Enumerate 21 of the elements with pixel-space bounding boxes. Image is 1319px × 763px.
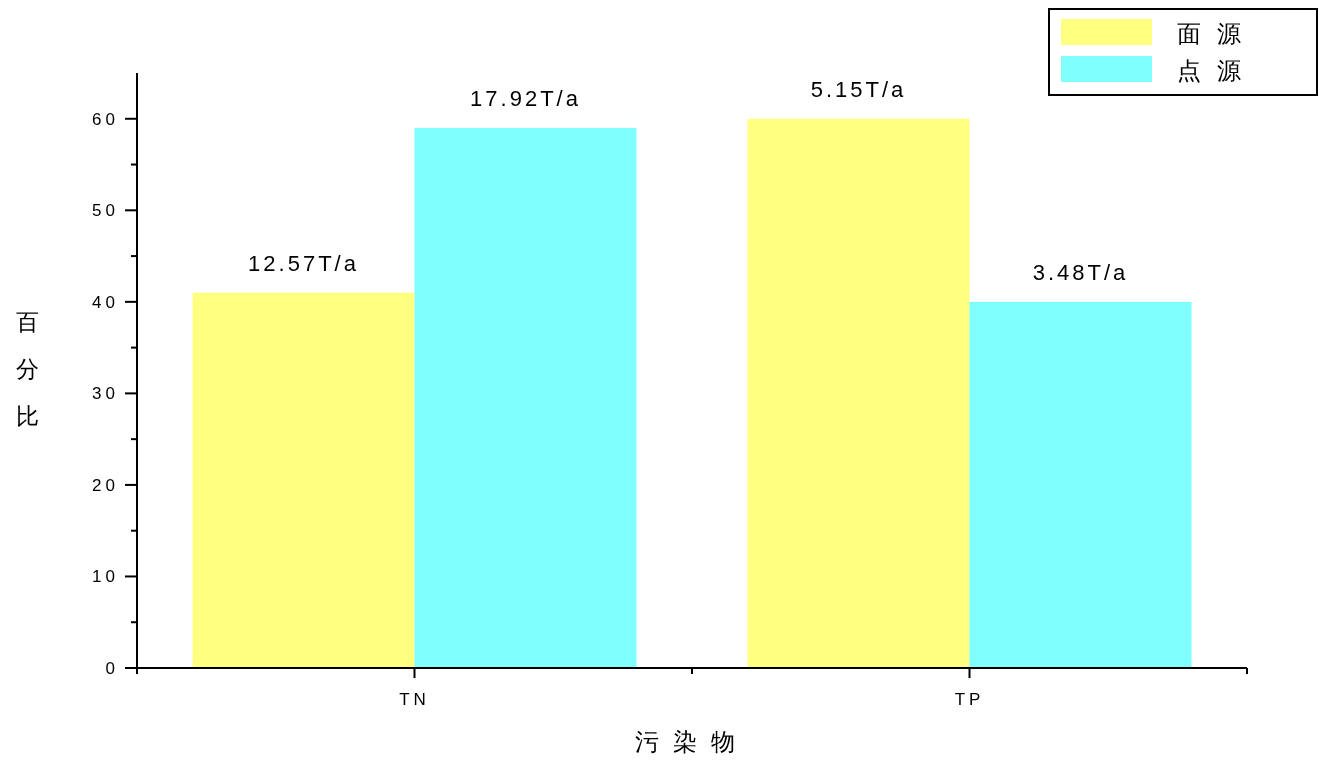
y-tick-label: 50 [92, 201, 119, 221]
annotation: 5.15T/a [810, 76, 907, 102]
y-tick-label: 60 [92, 109, 119, 129]
y-axis-title: 百分比 [15, 309, 39, 429]
x-tick-label: TP [954, 690, 985, 709]
annotation: 3.48T/a [1032, 259, 1129, 285]
bar [192, 292, 415, 668]
legend-label: 点源 [1177, 57, 1257, 84]
legend-label: 面源 [1177, 20, 1257, 47]
y-tick-label: 10 [92, 567, 119, 587]
y-tick-label: 30 [92, 384, 119, 404]
bar [414, 127, 637, 668]
y-tick-label: 20 [92, 475, 119, 495]
annotation: 17.92T/a [470, 85, 581, 111]
x-axis-title: 污染物 [635, 728, 749, 755]
bar [969, 301, 1192, 668]
annotation: 12.57T/a [248, 250, 359, 276]
x-tick-label: TN [399, 690, 430, 709]
y-tick-label: 40 [92, 292, 119, 312]
y-tick-label: 0 [105, 659, 119, 678]
bar [747, 118, 970, 668]
